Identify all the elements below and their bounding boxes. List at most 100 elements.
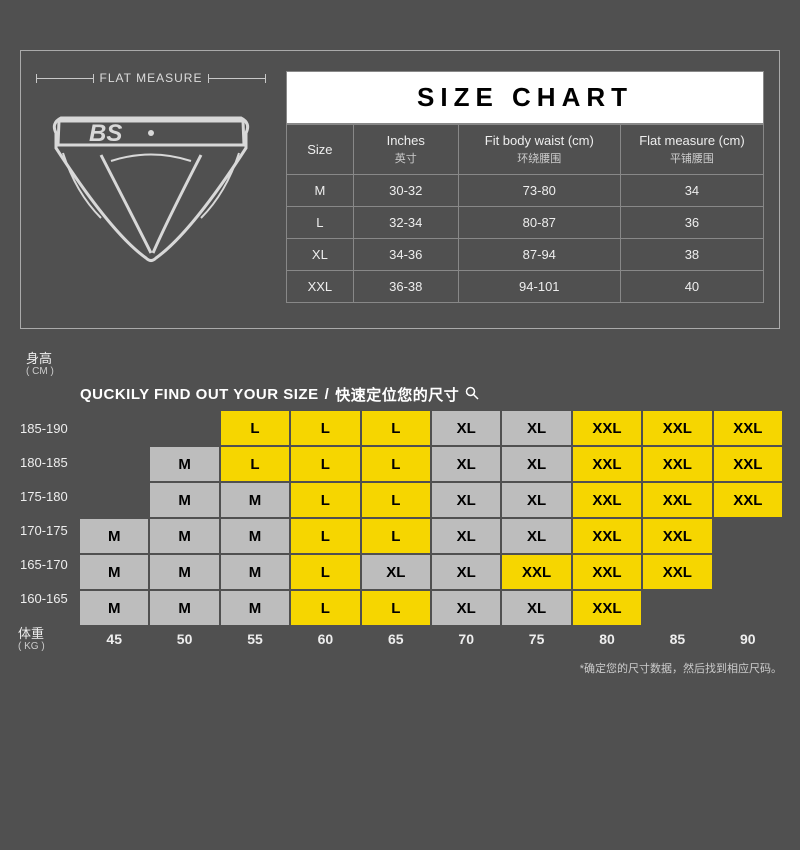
size-grid-cell: XXL [573, 519, 641, 553]
weight-col-header: 65 [362, 627, 430, 652]
size-grid-cell: M [221, 519, 289, 553]
size-table-row: XXL36-3894-10140 [287, 271, 764, 303]
size-grid-cell: M [150, 483, 218, 517]
size-grid-cell: XL [362, 555, 430, 589]
size-table-cell: 73-80 [458, 175, 620, 207]
weight-col-header: 60 [291, 627, 359, 652]
size-table-cell: M [287, 175, 354, 207]
height-unit-text: ( CM ) [26, 366, 54, 377]
size-grid-cell: XL [502, 519, 570, 553]
size-grid-cell: L [291, 519, 359, 553]
size-grid-cell: XXL [643, 519, 711, 553]
size-grid-cell: XL [502, 591, 570, 625]
weight-unit-text: ( KG ) [18, 641, 80, 652]
size-table-header: Size [287, 125, 354, 175]
size-table-row: XL34-3687-9438 [287, 239, 764, 271]
quick-title-zh: 快速定位您的尺寸 [335, 384, 459, 405]
height-label-text: 身高 [26, 351, 52, 366]
size-table-cell: 80-87 [458, 207, 620, 239]
size-grid-cell: M [221, 591, 289, 625]
size-grid-cell: L [362, 591, 430, 625]
size-grid-cell: XL [432, 447, 500, 481]
size-grid-cell: XXL [573, 411, 641, 445]
size-grid-wrap: 185-190180-185175-180170-175165-170160-1… [18, 411, 782, 625]
size-table-cell: 30-32 [353, 175, 458, 207]
footnote: *确定您的尺寸数据，然后找到相应尺码。 [0, 660, 782, 676]
size-grid-cell [714, 555, 782, 589]
search-icon [465, 386, 479, 403]
size-grid-cell: XL [432, 483, 500, 517]
weight-col-footer: 体重 ( KG ) 45505560657075808590 [18, 627, 782, 652]
size-grid-cell: XXL [573, 591, 641, 625]
size-table-cell: XL [287, 239, 354, 271]
quick-size-finder: 身高 ( CM ) QUCKILY FIND OUT YOUR SIZE / 快… [18, 384, 782, 652]
height-row-headers: 185-190180-185175-180170-175165-170160-1… [18, 411, 80, 625]
weight-col-header: 90 [714, 627, 782, 652]
size-grid-cell: M [221, 483, 289, 517]
size-table-cell: L [287, 207, 354, 239]
size-table-cell: 38 [620, 239, 763, 271]
size-table-cell: 36-38 [353, 271, 458, 303]
size-grid-cell [643, 591, 711, 625]
size-grid-cell: XL [502, 447, 570, 481]
size-grid-cell: XXL [643, 447, 711, 481]
size-grid-cell: M [80, 555, 148, 589]
height-row-header: 180-185 [18, 445, 80, 479]
size-grid-cell: L [291, 447, 359, 481]
size-grid-cell [714, 519, 782, 553]
size-grid-cell: XXL [502, 555, 570, 589]
size-grid-cell: XXL [714, 411, 782, 445]
size-grid-cell [714, 591, 782, 625]
size-grid-cell: XL [432, 591, 500, 625]
size-table-header: Flat measure (cm)平铺腰围 [620, 125, 763, 175]
size-table-cell: 87-94 [458, 239, 620, 271]
size-grid-cell: XL [502, 411, 570, 445]
size-grid-cell: M [150, 591, 218, 625]
size-grid-cell: XL [432, 519, 500, 553]
size-table-cell: 36 [620, 207, 763, 239]
size-table-header: Inches英寸 [353, 125, 458, 175]
weight-col-header: 75 [502, 627, 570, 652]
size-table-cell: 34-36 [353, 239, 458, 271]
flat-measure-text: FLAT MEASURE [100, 71, 203, 85]
weight-col-header: 50 [150, 627, 218, 652]
weight-col-header: 85 [643, 627, 711, 652]
size-chart-table-area: SIZE CHART SizeInches英寸Fit body waist (c… [286, 71, 764, 303]
size-grid-cell: L [221, 447, 289, 481]
size-grid-cell: XXL [573, 483, 641, 517]
size-grid-cell [150, 411, 218, 445]
size-grid-cell: L [221, 411, 289, 445]
size-grid-cell [80, 483, 148, 517]
size-grid-cell: M [221, 555, 289, 589]
size-grid-cell: L [362, 411, 430, 445]
weight-label-text: 体重 [18, 626, 44, 641]
size-grid-cell: XL [432, 411, 500, 445]
size-grid-cell: L [291, 591, 359, 625]
height-row-header: 185-190 [18, 411, 80, 445]
size-grid-cell: XXL [643, 483, 711, 517]
weight-col-header: 70 [432, 627, 500, 652]
size-table-row: M30-3273-8034 [287, 175, 764, 207]
size-table-cell: 40 [620, 271, 763, 303]
size-grid-cell: L [362, 483, 430, 517]
flat-measure-illustration: FLAT MEASURE BS [36, 71, 266, 303]
size-grid-cell: L [291, 555, 359, 589]
quick-title-en: QUCKILY FIND OUT YOUR SIZE [80, 386, 319, 403]
size-table-cell: 94-101 [458, 271, 620, 303]
size-table-cell: 34 [620, 175, 763, 207]
size-grid-cell: L [291, 483, 359, 517]
size-grid-cell: M [80, 519, 148, 553]
height-row-header: 160-165 [18, 581, 80, 615]
size-grid-cell: XXL [643, 555, 711, 589]
size-grid-cell: L [362, 447, 430, 481]
size-grid-cell: XXL [643, 411, 711, 445]
height-axis-label: 身高 ( CM ) [26, 352, 54, 401]
weight-col-header: 80 [573, 627, 641, 652]
weight-col-header: 55 [221, 627, 289, 652]
weight-axis-label: 体重 ( KG ) [18, 627, 80, 652]
size-grid-cell: XXL [573, 447, 641, 481]
size-grid-cell: L [362, 519, 430, 553]
size-chart-panel: FLAT MEASURE BS SIZE CHART SizeInches英寸F… [20, 50, 780, 329]
size-table-cell: 32-34 [353, 207, 458, 239]
height-row-header: 175-180 [18, 479, 80, 513]
